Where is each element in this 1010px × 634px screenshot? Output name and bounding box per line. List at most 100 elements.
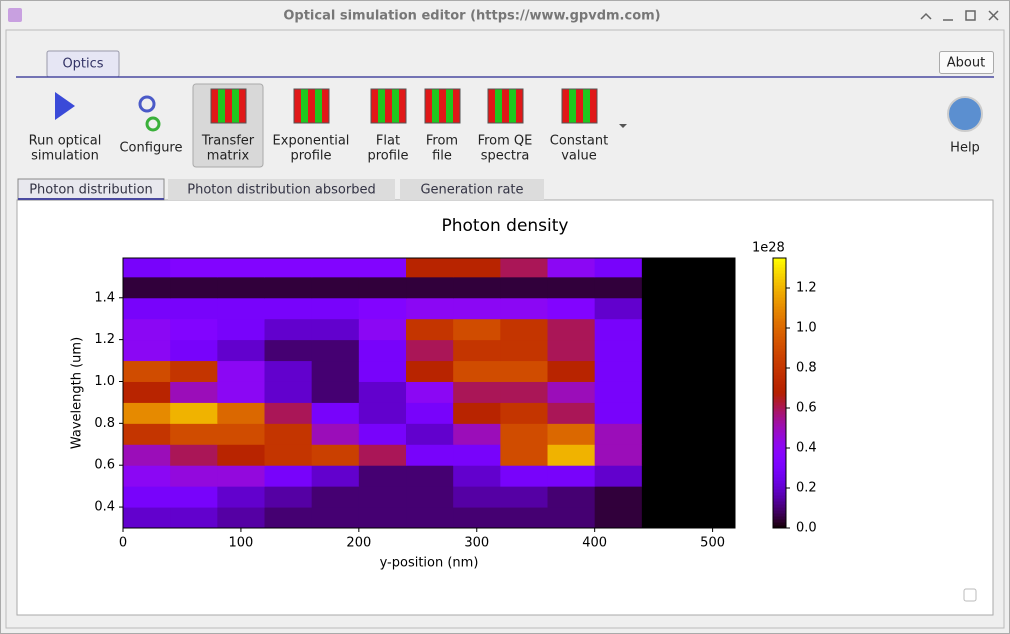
tool-icon[interactable] (425, 89, 432, 123)
heatmap-cell (453, 360, 501, 382)
tool-icon-frame[interactable] (210, 88, 247, 124)
tool-label[interactable]: From QE (478, 134, 533, 149)
tool-icon[interactable] (576, 89, 583, 123)
tool-icon-frame[interactable] (424, 88, 461, 124)
heatmap-cell (406, 360, 454, 382)
heatmap-cell (217, 258, 266, 278)
tool-label[interactable]: Configure (119, 141, 182, 156)
tool-icon[interactable] (225, 89, 232, 123)
tool-icon[interactable] (590, 89, 597, 123)
heatmap-cell (641, 258, 690, 278)
subtab-label[interactable]: Generation rate (420, 183, 523, 198)
heatmap-cell (500, 339, 549, 362)
colorbar-swatch (773, 522, 786, 526)
colorbar-swatch (773, 507, 786, 511)
tool-icon[interactable] (562, 89, 569, 123)
tool-icon-frame[interactable] (487, 88, 524, 124)
btn-shade[interactable] (920, 12, 932, 20)
tool-icon[interactable] (138, 95, 156, 113)
tool-icon[interactable] (145, 116, 161, 132)
tool-label[interactable]: Run optical (29, 134, 102, 149)
tool-icon[interactable] (371, 89, 378, 123)
colorbar-tick-label: 0.2 (796, 481, 817, 496)
tool-icon[interactable] (502, 89, 509, 123)
subtab-label[interactable]: Photon distribution absorbed (187, 183, 375, 198)
heatmap-cell (453, 318, 501, 341)
tool-icon[interactable] (232, 89, 239, 123)
tool-icon[interactable] (392, 89, 399, 123)
heatmap-cell (689, 507, 736, 529)
about-button[interactable] (939, 51, 994, 74)
heatmap-cell (170, 276, 218, 299)
heatmap-cell (594, 258, 643, 278)
tool-label[interactable]: matrix (207, 149, 250, 164)
tool-label[interactable]: Transfer (201, 134, 255, 149)
heatmap-cell (641, 486, 690, 508)
tool-icon[interactable] (583, 89, 590, 123)
heatmap-cell (217, 318, 266, 341)
tool-icon[interactable] (315, 89, 322, 123)
tool-label[interactable]: Flat (376, 134, 400, 149)
tool-label[interactable]: From (426, 134, 458, 149)
subtab[interactable] (168, 179, 395, 200)
tool-icon[interactable] (453, 89, 460, 123)
tool-icon[interactable] (446, 89, 453, 123)
tool-icon-frame[interactable] (370, 88, 407, 124)
tool-icon[interactable] (569, 89, 576, 123)
tool-label[interactable]: Constant (550, 134, 608, 149)
tool-label[interactable]: file (432, 149, 452, 164)
tool-icon[interactable] (509, 89, 516, 123)
colorbar-tick-label: 1.0 (796, 321, 817, 336)
tool-icon[interactable] (516, 89, 523, 123)
help-icon[interactable] (947, 96, 983, 132)
y-tick-label: 1.0 (94, 374, 115, 389)
tool-icon[interactable] (301, 89, 308, 123)
colorbar-swatch (773, 519, 786, 523)
tab-label[interactable]: Optics (62, 57, 103, 72)
colorbar-swatch (773, 333, 786, 337)
tool-label[interactable]: spectra (481, 149, 530, 164)
tool-icon[interactable] (211, 89, 218, 123)
tool-icon[interactable] (378, 89, 385, 123)
colorbar-swatch (773, 393, 786, 397)
tool-icon-frame[interactable] (561, 88, 598, 124)
tool-icon[interactable] (294, 89, 301, 123)
colorbar-swatch (773, 336, 786, 340)
tool-icon[interactable] (239, 89, 246, 123)
colorbar-swatch (773, 390, 786, 394)
tool-icon[interactable] (495, 89, 502, 123)
colorbar-swatch (773, 495, 786, 499)
tool-icon-frame[interactable] (293, 88, 330, 124)
tool-icon[interactable] (399, 89, 406, 123)
tool-label[interactable]: profile (290, 149, 331, 164)
tool-icon[interactable] (322, 89, 329, 123)
y-tick-label: 1.2 (94, 332, 115, 347)
tool-icon[interactable] (55, 92, 75, 120)
subtab[interactable] (400, 179, 544, 200)
tool-label[interactable]: profile (367, 149, 408, 164)
tool-label[interactable]: value (561, 149, 597, 164)
about-label[interactable]: About (947, 56, 985, 71)
heatmap-cell (170, 360, 218, 382)
heatmap-cell (170, 258, 218, 278)
subtab-label[interactable]: Photon distribution (29, 183, 153, 198)
heatmap-cell (453, 423, 501, 445)
tool-label[interactable]: Exponential (273, 134, 350, 149)
btn-close[interactable] (988, 10, 999, 21)
heatmap-cell (594, 297, 643, 320)
toolbar-more[interactable] (619, 124, 627, 128)
colorbar-swatch (773, 396, 786, 400)
colorbar-swatch (773, 459, 786, 463)
colorbar-swatch (773, 324, 786, 328)
tool-label[interactable]: simulation (31, 149, 99, 164)
tool-icon[interactable] (218, 89, 225, 123)
tool-icon[interactable] (385, 89, 392, 123)
checkbox[interactable] (963, 588, 977, 602)
btn-maximize[interactable] (965, 10, 976, 21)
tool-icon[interactable] (308, 89, 315, 123)
help-label[interactable]: Help (950, 141, 980, 156)
heatmap-cell (264, 381, 313, 403)
tool-icon[interactable] (432, 89, 439, 123)
tool-icon[interactable] (488, 89, 495, 123)
tool-icon[interactable] (439, 89, 446, 123)
